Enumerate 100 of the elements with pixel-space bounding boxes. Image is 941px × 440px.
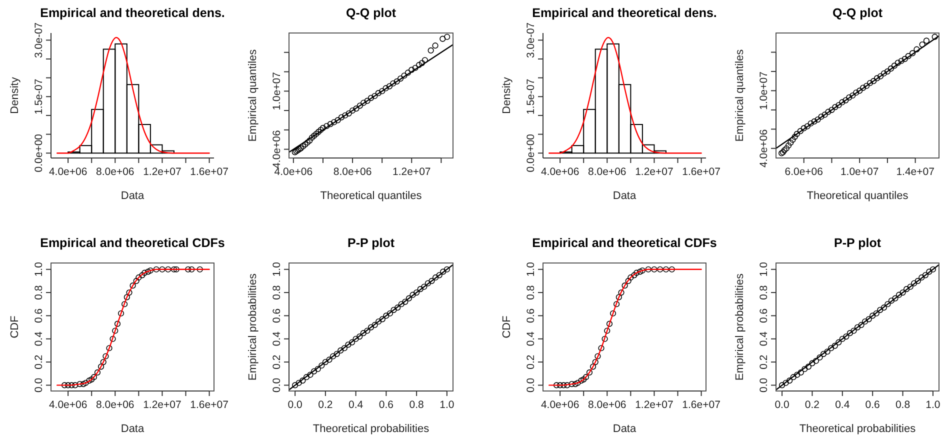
point <box>594 353 601 360</box>
point <box>631 272 638 278</box>
y-tick-label: 3.0e-07 <box>33 22 45 58</box>
point <box>334 350 340 357</box>
x-tick-label: 1.0 <box>926 399 940 411</box>
point <box>809 360 816 366</box>
y-tick-label: 0.2 <box>271 354 283 370</box>
point <box>828 345 834 352</box>
point <box>811 118 818 124</box>
point <box>786 378 793 384</box>
point <box>139 272 146 278</box>
point <box>159 266 166 272</box>
y-tick-label: 0.8 <box>525 285 537 300</box>
point <box>304 139 311 146</box>
chart-title: P-P plot <box>834 236 882 250</box>
x-tick-label: 1.2e+07 <box>143 399 182 411</box>
x-tick-label: 1.6e+07 <box>682 166 721 178</box>
point <box>353 106 360 112</box>
point <box>394 304 401 311</box>
y-tick-label: 0.4 <box>525 331 537 346</box>
x-tick-label: 4.0e+06 <box>48 399 88 411</box>
y-tick-label: 0.2 <box>33 354 45 370</box>
y-axis-title: Empirical quantiles <box>734 48 746 142</box>
point <box>114 320 121 327</box>
y-tick-label: 0.0 <box>271 378 283 393</box>
point <box>401 72 408 79</box>
point <box>173 266 180 272</box>
point <box>846 94 852 100</box>
point <box>118 310 124 316</box>
line-series <box>548 268 702 386</box>
x-tick-label: 1.6e+07 <box>190 399 229 411</box>
point <box>136 274 142 281</box>
point <box>574 380 581 386</box>
chart-title: Empirical and theoretical dens. <box>40 6 225 20</box>
point <box>657 266 664 272</box>
point <box>106 345 112 352</box>
point <box>368 94 374 101</box>
point <box>553 382 560 388</box>
point <box>376 318 382 325</box>
x-axis-title: Data <box>120 423 145 435</box>
x-tick-label: 4.0e+06 <box>48 166 88 178</box>
point <box>331 119 338 126</box>
point <box>412 64 418 71</box>
point <box>785 142 792 149</box>
point <box>410 292 416 298</box>
point <box>894 60 901 66</box>
point <box>356 102 363 109</box>
x-tick-label: 0.6 <box>865 399 880 411</box>
point <box>610 310 616 316</box>
y-tick-label: 1.5e-07 <box>525 78 537 114</box>
y-tick-label: 0.8 <box>758 285 770 300</box>
point <box>862 318 868 325</box>
x-tick-label: 0.6 <box>378 399 394 411</box>
x-tick-label: 0.2 <box>804 399 820 411</box>
point <box>839 336 846 342</box>
y-axis-title: Empirical quantiles <box>247 48 259 142</box>
point <box>880 304 887 311</box>
y-tick-label: 0.0e+00 <box>525 134 537 172</box>
y-tick-label: 0.6 <box>525 308 537 324</box>
point <box>856 88 863 94</box>
point <box>349 107 356 114</box>
point <box>586 369 593 376</box>
x-tick-label: 0.0 <box>288 399 303 411</box>
point <box>668 266 675 272</box>
point <box>390 306 397 313</box>
point <box>364 98 370 104</box>
point <box>398 76 404 82</box>
x-tick-label: 4.0e+06 <box>540 166 580 178</box>
point <box>926 268 932 275</box>
point <box>404 70 411 76</box>
y-axis-title: CDF <box>501 315 513 338</box>
point <box>356 334 363 340</box>
x-tick-label: 1.6e+07 <box>190 166 229 178</box>
point <box>877 73 884 80</box>
point <box>922 272 928 278</box>
x-tick-label: 4.0e+06 <box>540 399 580 411</box>
point <box>112 328 118 334</box>
point <box>300 378 306 384</box>
point <box>606 320 613 327</box>
point <box>634 270 640 276</box>
point <box>300 143 306 150</box>
x-axis-title: Data <box>612 190 637 202</box>
point <box>126 290 132 296</box>
point <box>316 128 322 135</box>
point <box>564 382 570 388</box>
point <box>364 328 370 334</box>
point <box>914 46 920 52</box>
y-axis-title: CDF <box>9 315 21 338</box>
point <box>80 381 86 388</box>
point <box>313 130 320 137</box>
chart-title: Empirical and theoretical dens. <box>532 6 717 20</box>
point <box>866 80 874 86</box>
point <box>421 284 428 290</box>
point <box>812 358 820 364</box>
point <box>616 294 622 300</box>
point <box>604 328 610 334</box>
point <box>828 106 835 113</box>
point <box>839 99 846 106</box>
point <box>338 347 344 354</box>
line-series <box>56 36 210 154</box>
